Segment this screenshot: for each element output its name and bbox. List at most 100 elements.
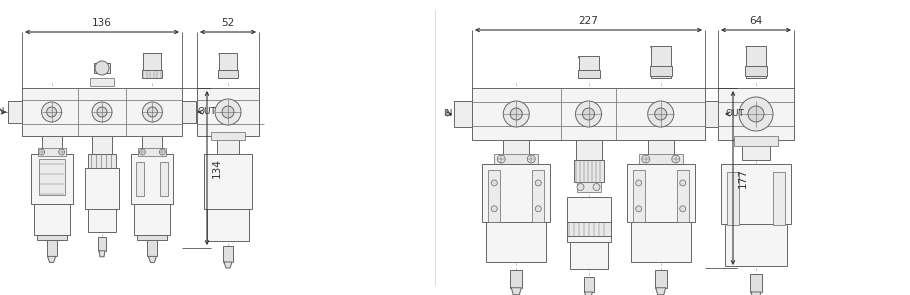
Bar	[219, 53, 237, 78]
Bar	[90, 78, 114, 86]
Bar	[654, 270, 667, 288]
Bar	[472, 88, 705, 140]
Bar	[583, 277, 593, 292]
Bar	[578, 70, 600, 78]
Bar	[579, 56, 599, 78]
Circle shape	[648, 101, 673, 127]
Circle shape	[95, 61, 109, 75]
Bar	[160, 162, 168, 196]
Bar	[727, 172, 739, 225]
Circle shape	[503, 101, 530, 127]
Bar	[631, 222, 691, 262]
Bar	[486, 222, 546, 262]
Circle shape	[636, 180, 642, 186]
Bar	[454, 101, 472, 127]
Bar	[142, 136, 162, 154]
Circle shape	[577, 183, 584, 191]
Bar	[632, 170, 644, 222]
Text: 227: 227	[579, 16, 599, 26]
Circle shape	[654, 108, 667, 120]
Polygon shape	[751, 292, 761, 295]
Polygon shape	[656, 288, 666, 295]
Bar	[34, 204, 69, 235]
Bar	[22, 88, 182, 136]
Bar	[144, 53, 161, 78]
Bar	[745, 66, 767, 76]
Bar	[92, 136, 112, 154]
Bar	[750, 274, 762, 292]
Bar	[211, 132, 245, 140]
Polygon shape	[224, 262, 232, 268]
Circle shape	[491, 206, 497, 212]
Circle shape	[97, 107, 107, 117]
Text: 134: 134	[212, 158, 222, 178]
Circle shape	[535, 180, 541, 186]
Bar	[494, 154, 539, 164]
Circle shape	[748, 106, 764, 122]
Circle shape	[215, 99, 241, 125]
Circle shape	[582, 108, 594, 120]
Polygon shape	[511, 288, 521, 295]
Text: 177: 177	[738, 168, 748, 188]
Circle shape	[147, 107, 157, 117]
Bar	[218, 70, 238, 78]
Bar	[721, 164, 791, 224]
Bar	[511, 270, 522, 288]
Bar	[639, 154, 682, 164]
Bar	[204, 154, 252, 209]
Text: 136: 136	[92, 18, 112, 28]
Text: 64: 64	[749, 16, 763, 26]
Bar	[38, 159, 65, 195]
Bar	[482, 164, 551, 222]
Bar	[718, 88, 794, 140]
Bar	[142, 70, 162, 78]
Circle shape	[636, 206, 642, 212]
Bar	[197, 88, 259, 136]
Bar	[648, 140, 673, 160]
Bar	[705, 101, 723, 127]
Circle shape	[139, 149, 146, 155]
Bar	[42, 136, 62, 154]
Bar	[567, 197, 611, 242]
Circle shape	[739, 97, 773, 131]
Text: OUT: OUT	[725, 109, 743, 119]
Bar	[37, 148, 66, 156]
Bar	[207, 209, 249, 241]
Bar	[8, 101, 22, 123]
Bar	[677, 170, 689, 222]
Bar	[131, 154, 174, 204]
Bar	[182, 101, 196, 123]
Bar	[725, 224, 787, 266]
Circle shape	[642, 155, 650, 163]
Text: IN: IN	[442, 109, 452, 119]
Bar	[136, 162, 145, 196]
Circle shape	[497, 155, 505, 163]
Bar	[570, 242, 608, 269]
Bar	[650, 66, 672, 76]
Bar	[46, 240, 56, 256]
Bar	[147, 240, 157, 256]
Bar	[94, 63, 110, 73]
Text: 52: 52	[221, 18, 235, 28]
Circle shape	[680, 206, 686, 212]
Circle shape	[38, 149, 45, 155]
Bar	[88, 209, 116, 232]
Bar	[573, 160, 603, 182]
Polygon shape	[584, 292, 592, 295]
Bar	[137, 235, 167, 240]
Bar	[85, 168, 119, 209]
Circle shape	[535, 206, 541, 212]
Bar	[31, 154, 73, 204]
Circle shape	[42, 102, 62, 122]
Bar	[577, 182, 601, 192]
Bar	[567, 222, 611, 236]
Bar	[36, 235, 66, 240]
Circle shape	[58, 149, 65, 155]
Bar	[223, 246, 233, 262]
Bar	[651, 46, 671, 78]
Circle shape	[575, 101, 602, 127]
Polygon shape	[47, 256, 56, 262]
Bar	[489, 170, 500, 222]
Bar	[746, 46, 766, 78]
Circle shape	[46, 107, 56, 117]
